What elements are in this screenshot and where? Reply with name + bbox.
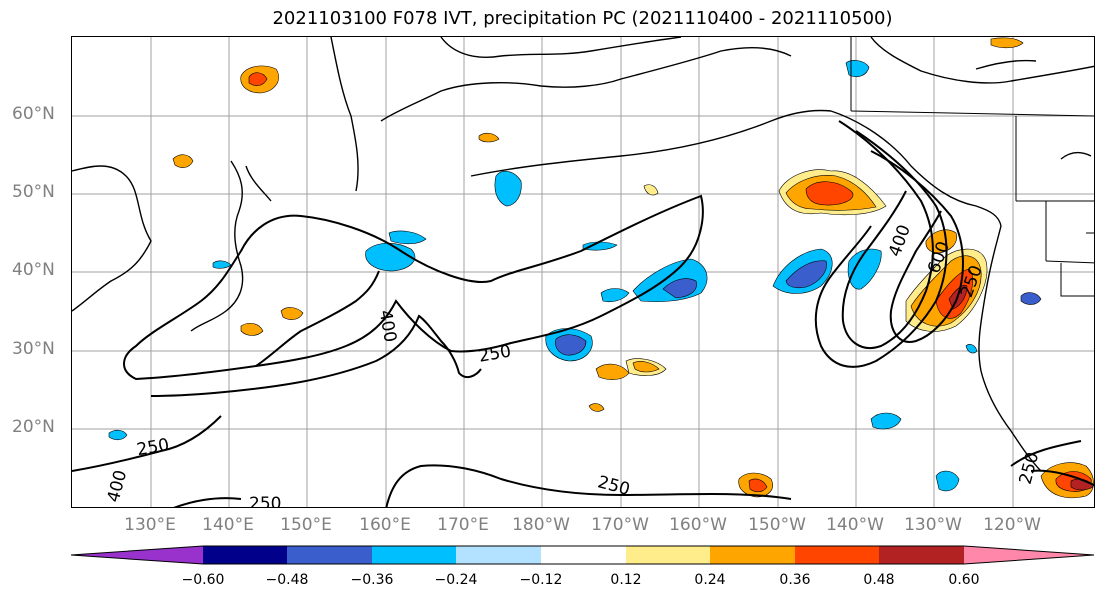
colorbar-cell <box>541 546 626 564</box>
contour-label: 250 <box>135 435 170 460</box>
contour-label: 250 <box>477 341 512 366</box>
colorbar-cell <box>456 546 541 564</box>
colorbar-cell <box>710 546 795 564</box>
lon-label: 160°E <box>359 515 411 535</box>
lon-label: 120°W <box>983 515 1041 535</box>
contour-label: 400 <box>885 222 915 259</box>
colorbar-cell <box>795 546 879 564</box>
lon-label: 160°W <box>669 515 727 535</box>
colorbar-tick: −0.12 <box>519 572 563 588</box>
colorbar-tick: −0.36 <box>350 572 394 588</box>
ivt-contours <box>72 120 1094 507</box>
lat-label: 30°N <box>12 339 55 359</box>
colorbar-tick: −0.60 <box>181 572 225 588</box>
lon-label: 170°W <box>591 515 649 535</box>
lat-label: 60°N <box>12 104 55 124</box>
contour-label: 400 <box>375 309 400 344</box>
contour-label: 250 <box>595 472 632 500</box>
contour-label: 400 <box>104 468 132 505</box>
lon-label: 180°W <box>512 515 570 535</box>
colorbar-cell <box>964 546 1095 564</box>
colorbar-cell <box>879 546 964 564</box>
contour-label: 250 <box>249 494 281 508</box>
contour-label: 250 <box>1016 450 1044 487</box>
lat-label: 40°N <box>12 260 55 280</box>
colorbar-tick: −0.24 <box>434 572 478 588</box>
lon-label: 150°E <box>280 515 332 535</box>
lon-label: 130°E <box>124 515 176 535</box>
colorbar <box>71 545 1095 565</box>
lat-label: 20°N <box>12 417 55 437</box>
colorbar-cell <box>372 546 456 564</box>
coastlines <box>72 37 1094 472</box>
map-title: 2021103100 F078 IVT, precipitation PC (2… <box>272 8 893 29</box>
colorbar-outline <box>71 545 1095 565</box>
colorbar-cell <box>626 546 710 564</box>
map-canvas: 400 250 400 600 250 250 250 400 250 250 <box>72 37 1094 508</box>
colorbar-tick: 0.24 <box>694 572 726 588</box>
colorbar-tick: −0.48 <box>265 572 309 588</box>
precip-blobs <box>108 37 1094 499</box>
map-panel: 400 250 400 600 250 250 250 400 250 250 <box>71 36 1095 508</box>
colorbar-tick: 0.60 <box>948 572 980 588</box>
colorbar-tick: 0.36 <box>779 572 811 588</box>
colorbar-cell <box>287 546 372 564</box>
political-borders <box>850 37 1094 297</box>
colorbar-tick: 0.12 <box>610 572 642 588</box>
colorbar-cell <box>203 546 287 564</box>
colorbar-tick: 0.48 <box>863 572 895 588</box>
lon-label: 150°W <box>748 515 806 535</box>
lon-label: 130°W <box>904 515 962 535</box>
lon-label: 140°W <box>826 515 884 535</box>
lon-label: 170°E <box>437 515 489 535</box>
colorbar-cell <box>71 546 203 564</box>
lon-label: 140°E <box>202 515 254 535</box>
contour-labels: 400 250 400 600 250 250 250 400 250 250 <box>104 222 1044 508</box>
lat-label: 50°N <box>12 182 55 202</box>
